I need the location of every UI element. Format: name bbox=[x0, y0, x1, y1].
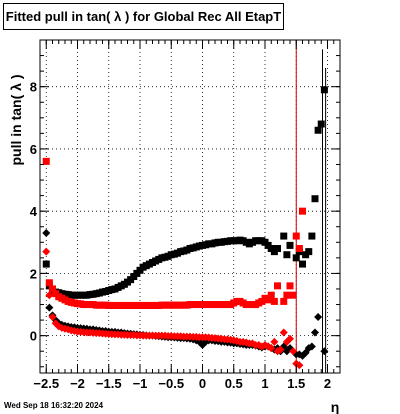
data-point bbox=[267, 291, 275, 299]
x-tick-label: −2 bbox=[70, 376, 85, 391]
data-point bbox=[311, 195, 319, 203]
x-tick-label: −1 bbox=[133, 376, 148, 391]
data-point bbox=[42, 260, 50, 268]
data-point bbox=[274, 245, 281, 253]
x-tick-label: 0.5 bbox=[225, 376, 243, 391]
data-point bbox=[305, 248, 313, 256]
data-point bbox=[289, 291, 297, 299]
x-tick-label: 1 bbox=[261, 376, 268, 391]
x-axis-label: η bbox=[331, 399, 340, 414]
data-point bbox=[299, 260, 306, 268]
x-tick-label: 0 bbox=[199, 376, 206, 391]
y-tick-label: 6 bbox=[30, 142, 37, 157]
y-axis-label: pull in tan( λ ) bbox=[8, 75, 24, 166]
data-point bbox=[320, 86, 328, 94]
data-point bbox=[286, 241, 294, 249]
y-tick-label: 8 bbox=[30, 80, 37, 95]
data-point bbox=[283, 251, 291, 259]
red-square-series bbox=[42, 157, 306, 309]
data-point bbox=[264, 296, 272, 304]
data-point bbox=[320, 347, 329, 356]
black-square-series bbox=[42, 86, 328, 299]
data-point bbox=[48, 312, 57, 321]
data-point bbox=[49, 285, 56, 293]
x-tick-label: −0.5 bbox=[158, 376, 184, 391]
data-point bbox=[307, 342, 316, 351]
data-point bbox=[283, 291, 291, 299]
data-point bbox=[276, 345, 285, 354]
data-point bbox=[45, 303, 54, 312]
data-point bbox=[42, 157, 50, 165]
x-tick-label: 2 bbox=[324, 376, 331, 391]
y-tick-label: 0 bbox=[30, 329, 37, 344]
data-point bbox=[314, 312, 323, 321]
data-point bbox=[270, 297, 278, 305]
data-point bbox=[295, 245, 303, 253]
red-diamond-series bbox=[42, 247, 304, 370]
data-point bbox=[279, 328, 288, 337]
data-point bbox=[286, 282, 294, 290]
data-point bbox=[292, 232, 300, 240]
data-point bbox=[42, 228, 51, 237]
x-tick-label: 1.5 bbox=[287, 376, 305, 391]
data-point bbox=[45, 279, 53, 287]
data-point bbox=[317, 120, 325, 128]
data-point bbox=[289, 347, 298, 356]
data-point bbox=[311, 328, 319, 337]
data-point bbox=[292, 254, 300, 262]
data-series bbox=[42, 86, 329, 370]
axes: −2.5 −2 −1.5 −1 −0.5 0 0.5 1 1.5 2 0 2 4 6 8 bbox=[30, 40, 341, 391]
y-tick-label: 2 bbox=[30, 266, 37, 281]
data-point bbox=[267, 344, 276, 353]
data-point bbox=[314, 126, 322, 134]
data-point bbox=[299, 207, 306, 215]
data-point bbox=[45, 291, 54, 300]
data-point bbox=[308, 232, 316, 240]
data-point bbox=[274, 282, 281, 290]
data-point bbox=[270, 337, 279, 346]
timestamp: Wed Sep 18 16:32:20 2024 bbox=[4, 401, 104, 410]
data-point bbox=[42, 247, 51, 256]
x-tick-label: −1.5 bbox=[96, 376, 122, 391]
chart-title: Fitted pull in tan( λ ) for Global Rec A… bbox=[3, 3, 284, 30]
data-point bbox=[280, 297, 288, 305]
x-tick-label: −2.5 bbox=[33, 376, 59, 391]
plot-frame bbox=[39, 39, 341, 374]
data-point bbox=[295, 361, 304, 370]
vertical-markers bbox=[295, 40, 327, 373]
data-point bbox=[286, 334, 294, 343]
data-point bbox=[280, 232, 288, 240]
y-tick-label: 4 bbox=[30, 204, 38, 219]
